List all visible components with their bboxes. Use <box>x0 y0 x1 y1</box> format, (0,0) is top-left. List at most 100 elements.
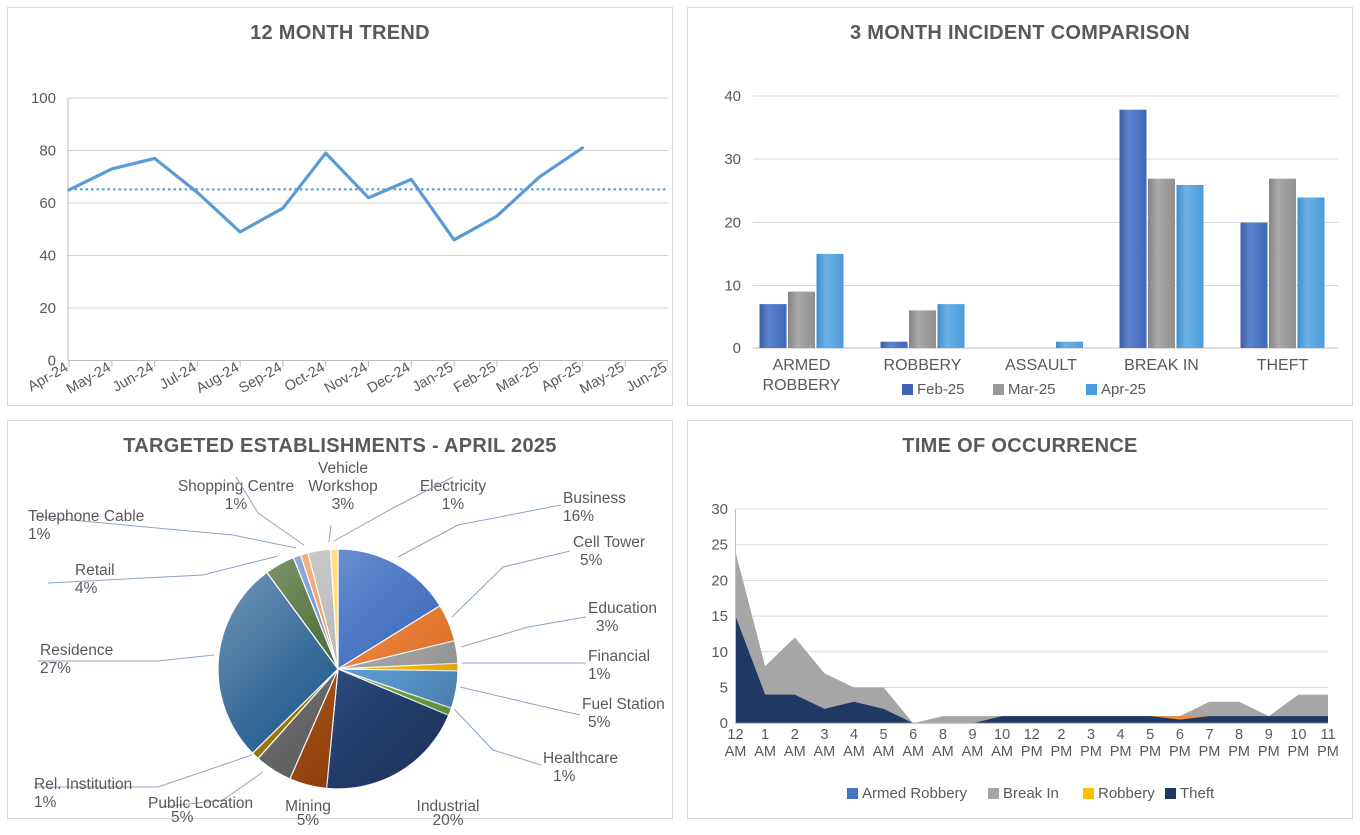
svg-text:PM: PM <box>1228 744 1250 760</box>
svg-text:2: 2 <box>1057 727 1065 743</box>
svg-text:1%: 1% <box>34 794 57 811</box>
svg-text:Fuel Station: Fuel Station <box>582 696 665 713</box>
svg-text:Aug-24: Aug-24 <box>194 360 243 397</box>
svg-text:PM: PM <box>1080 744 1102 760</box>
svg-text:1%: 1% <box>28 526 51 543</box>
svg-text:12: 12 <box>727 727 743 743</box>
svg-text:Apr-25: Apr-25 <box>1101 381 1146 398</box>
svg-text:5: 5 <box>1146 727 1154 743</box>
svg-text:4%: 4% <box>75 580 98 597</box>
svg-text:Mar-25: Mar-25 <box>1008 381 1056 398</box>
svg-text:ROBBERY: ROBBERY <box>763 377 841 394</box>
svg-text:Cell Tower: Cell Tower <box>573 534 645 551</box>
svg-text:5%: 5% <box>297 812 320 829</box>
svg-text:Dec-24: Dec-24 <box>365 360 413 397</box>
svg-text:5: 5 <box>720 680 728 697</box>
svg-text:AM: AM <box>902 744 924 760</box>
svg-text:1%: 1% <box>442 496 465 513</box>
svg-text:3: 3 <box>820 727 828 743</box>
svg-text:AM: AM <box>932 744 954 760</box>
svg-text:PM: PM <box>1051 744 1073 760</box>
svg-text:ASSAULT: ASSAULT <box>1005 357 1077 374</box>
svg-text:3%: 3% <box>332 496 355 513</box>
svg-text:AM: AM <box>962 744 984 760</box>
svg-text:PM: PM <box>1169 744 1191 760</box>
svg-text:20%: 20% <box>432 812 463 829</box>
svg-text:30: 30 <box>724 151 741 168</box>
svg-text:Electricity: Electricity <box>420 478 487 495</box>
svg-text:THEFT: THEFT <box>1257 357 1309 374</box>
svg-text:8: 8 <box>1235 727 1243 743</box>
svg-text:11: 11 <box>1320 727 1335 743</box>
svg-text:1: 1 <box>761 727 769 743</box>
svg-text:4: 4 <box>850 727 858 743</box>
svg-text:8: 8 <box>939 727 947 743</box>
svg-text:AM: AM <box>991 744 1013 760</box>
svg-text:AM: AM <box>754 744 776 760</box>
svg-text:Shopping Centre: Shopping Centre <box>178 478 294 495</box>
svg-text:Healthcare: Healthcare <box>543 750 618 767</box>
svg-text:Theft: Theft <box>1180 785 1215 802</box>
svg-text:Sep-24: Sep-24 <box>236 360 285 397</box>
svg-text:10: 10 <box>711 644 728 661</box>
svg-text:PM: PM <box>1139 744 1161 760</box>
svg-text:5%: 5% <box>580 552 603 569</box>
svg-text:80: 80 <box>39 143 56 160</box>
svg-text:ROBBERY: ROBBERY <box>884 357 962 374</box>
svg-text:27%: 27% <box>40 660 71 677</box>
svg-text:60: 60 <box>39 195 56 212</box>
svg-text:7: 7 <box>1205 727 1213 743</box>
svg-text:PM: PM <box>1021 744 1043 760</box>
svg-text:PM: PM <box>1199 744 1221 760</box>
svg-text:10: 10 <box>724 278 741 295</box>
svg-text:Jan-25: Jan-25 <box>410 360 456 396</box>
svg-text:Retail: Retail <box>75 562 115 579</box>
svg-text:Robbery: Robbery <box>1098 785 1155 802</box>
svg-text:Apr-25: Apr-25 <box>539 360 585 396</box>
svg-text:Jun-25: Jun-25 <box>624 360 668 396</box>
svg-text:30: 30 <box>711 501 728 518</box>
svg-text:Vehicle: Vehicle <box>318 460 368 477</box>
svg-text:5%: 5% <box>588 714 611 731</box>
svg-text:1%: 1% <box>225 496 248 513</box>
svg-text:PM: PM <box>1288 744 1310 760</box>
svg-text:0: 0 <box>733 340 741 357</box>
svg-text:Nov-24: Nov-24 <box>322 360 370 397</box>
svg-text:10: 10 <box>994 727 1010 743</box>
svg-text:40: 40 <box>39 248 56 265</box>
svg-text:Telephone Cable: Telephone Cable <box>28 508 144 525</box>
svg-text:10: 10 <box>1290 727 1306 743</box>
svg-text:5: 5 <box>880 727 888 743</box>
svg-text:3%: 3% <box>596 618 619 635</box>
svg-text:Armed Robbery: Armed Robbery <box>862 785 968 802</box>
svg-text:2: 2 <box>791 727 799 743</box>
svg-text:40: 40 <box>724 88 741 105</box>
svg-text:PM: PM <box>1258 744 1280 760</box>
svg-text:Oct-24: Oct-24 <box>282 360 328 396</box>
svg-text:May-25: May-25 <box>577 360 627 398</box>
svg-text:Business: Business <box>563 490 626 507</box>
svg-text:20: 20 <box>39 300 56 317</box>
svg-text:16%: 16% <box>563 508 594 525</box>
svg-text:Residence: Residence <box>40 642 113 659</box>
svg-text:Feb-25: Feb-25 <box>451 360 499 397</box>
svg-text:15: 15 <box>711 608 728 625</box>
svg-text:Public Location: Public Location <box>148 795 253 812</box>
svg-text:Financial: Financial <box>588 648 650 665</box>
svg-text:Rel. Institution: Rel. Institution <box>34 776 132 793</box>
svg-text:1%: 1% <box>588 666 611 683</box>
svg-text:AM: AM <box>725 744 747 760</box>
svg-text:25: 25 <box>711 537 728 554</box>
svg-text:May-24: May-24 <box>64 360 114 398</box>
svg-text:AM: AM <box>843 744 865 760</box>
svg-text:PM: PM <box>1110 744 1132 760</box>
svg-text:12: 12 <box>1024 727 1040 743</box>
svg-text:AM: AM <box>873 744 895 760</box>
svg-text:Feb-25: Feb-25 <box>917 381 965 398</box>
svg-text:BREAK IN: BREAK IN <box>1124 357 1199 374</box>
svg-text:6: 6 <box>1176 727 1184 743</box>
svg-text:9: 9 <box>1265 727 1273 743</box>
svg-text:Break In: Break In <box>1003 785 1059 802</box>
svg-text:9: 9 <box>968 727 976 743</box>
svg-text:ARMED: ARMED <box>773 357 831 374</box>
